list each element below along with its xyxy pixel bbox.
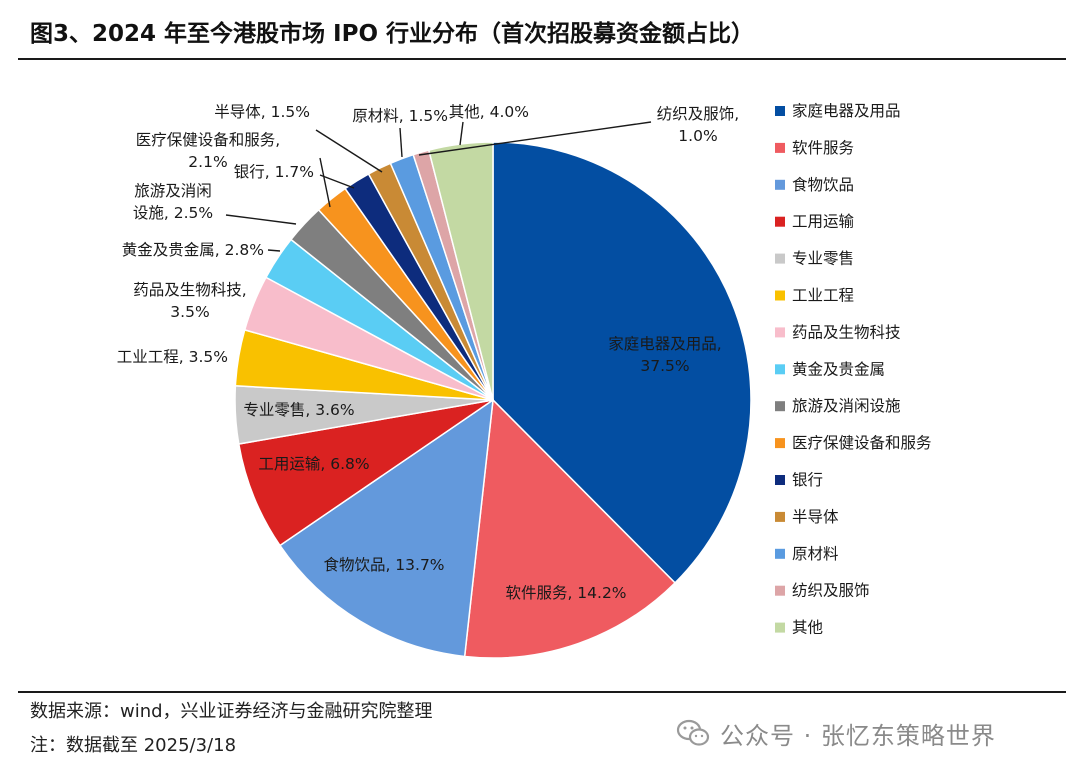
slice-label: 旅游及消闲设施, 2.5% — [133, 182, 213, 222]
chart-legend: 家庭电器及用品软件服务食物饮品工用运输专业零售工业工程药品及生物科技黄金及贵金属… — [775, 102, 932, 637]
legend-label: 其他 — [792, 619, 823, 637]
leader-line — [418, 121, 652, 156]
slice-label: 其他, 4.0% — [449, 103, 529, 121]
legend-label: 银行 — [792, 471, 823, 489]
legend-swatch — [775, 216, 785, 227]
legend-label: 软件服务 — [792, 139, 854, 157]
legend-swatch — [775, 290, 785, 301]
leader-line — [399, 127, 403, 158]
legend-label: 半导体 — [792, 508, 839, 526]
leader-line — [319, 174, 355, 189]
legend-label: 医疗保健设备和服务 — [792, 434, 932, 452]
slice-label: 家庭电器及用品, 37.5% — [608, 335, 721, 375]
slice-label: 工用运输, 6.8% — [258, 455, 369, 473]
data-labels: 家庭电器及用品, 37.5% 软件服务, 14.2% 食物饮品, 13.7% 工用运输,… — [117, 103, 739, 602]
watermark: 公众号 · 张忆东策略世界 — [676, 715, 996, 751]
leader-line — [267, 249, 281, 252]
legend-swatch — [775, 253, 785, 264]
slice-label: 黄金及贵金属, 2.8% — [122, 241, 264, 259]
legend-label: 纺织及服饰 — [792, 582, 870, 600]
legend-swatch — [775, 106, 785, 116]
slice-label: 半导体, 1.5% — [214, 103, 310, 121]
footer-rule — [18, 691, 1066, 693]
slice-label: 纺织及服饰, 1.0% — [657, 105, 739, 145]
legend-label: 工业工程 — [792, 287, 854, 305]
legend-label: 工用运输 — [792, 213, 855, 231]
leader-line — [225, 214, 297, 225]
figure-title: 图3、2024 年至今港股市场 IPO 行业分布（首次招股募资金额占比） — [30, 21, 755, 47]
legend-swatch — [775, 511, 785, 522]
slice-label: 软件服务, 14.2% — [505, 584, 626, 602]
legend-swatch — [775, 142, 785, 153]
legend-label: 药品及生物科技 — [792, 323, 901, 341]
legend-label: 原材料 — [792, 545, 839, 563]
legend-swatch — [775, 401, 785, 412]
legend-swatch — [775, 622, 785, 633]
legend-label: 黄金及贵金属 — [792, 360, 885, 378]
legend-label: 家庭电器及用品 — [792, 102, 901, 120]
watermark-text: 公众号 · 张忆东策略世界 — [720, 721, 996, 750]
wechat-icon — [676, 719, 710, 746]
slice-label: 工业工程, 3.5% — [117, 348, 228, 366]
slice-label: 原材料, 1.5% — [352, 107, 448, 125]
leader-line — [315, 129, 383, 173]
slice-label: 医疗保健设备和服务, 2.1% — [136, 131, 280, 171]
legend-swatch — [775, 585, 785, 596]
data-source-note: 数据来源：wind，兴业证券经济与金融研究院整理 — [30, 701, 433, 722]
legend-swatch — [775, 438, 785, 449]
legend-swatch — [775, 179, 785, 190]
legend-swatch — [775, 475, 785, 485]
slice-label: 药品及生物科技, 3.5% — [133, 281, 246, 321]
legend-label: 旅游及消闲设施 — [792, 397, 901, 415]
legend-label: 专业零售 — [792, 250, 854, 268]
leader-lines — [225, 121, 652, 252]
legend-label: 食物饮品 — [792, 176, 854, 194]
title-rule — [18, 58, 1066, 60]
legend-swatch — [775, 327, 785, 338]
legend-swatch — [775, 548, 785, 559]
legend-swatch — [775, 364, 785, 375]
pie-slice-4 — [237, 399, 494, 547]
pie-slice-3 — [278, 398, 494, 658]
pie-slices — [234, 141, 752, 659]
leader-line — [459, 121, 464, 146]
pie-slice-1 — [492, 141, 752, 584]
leader-line — [319, 157, 331, 208]
date-note: 注：数据截至 2025/3/18 — [30, 735, 237, 756]
pie-slice-2 — [463, 398, 677, 659]
slice-label: 食物饮品, 13.7% — [323, 556, 444, 574]
slice-label: 银行, 1.7% — [234, 163, 314, 181]
slice-label: 专业零售, 3.6% — [243, 401, 354, 419]
